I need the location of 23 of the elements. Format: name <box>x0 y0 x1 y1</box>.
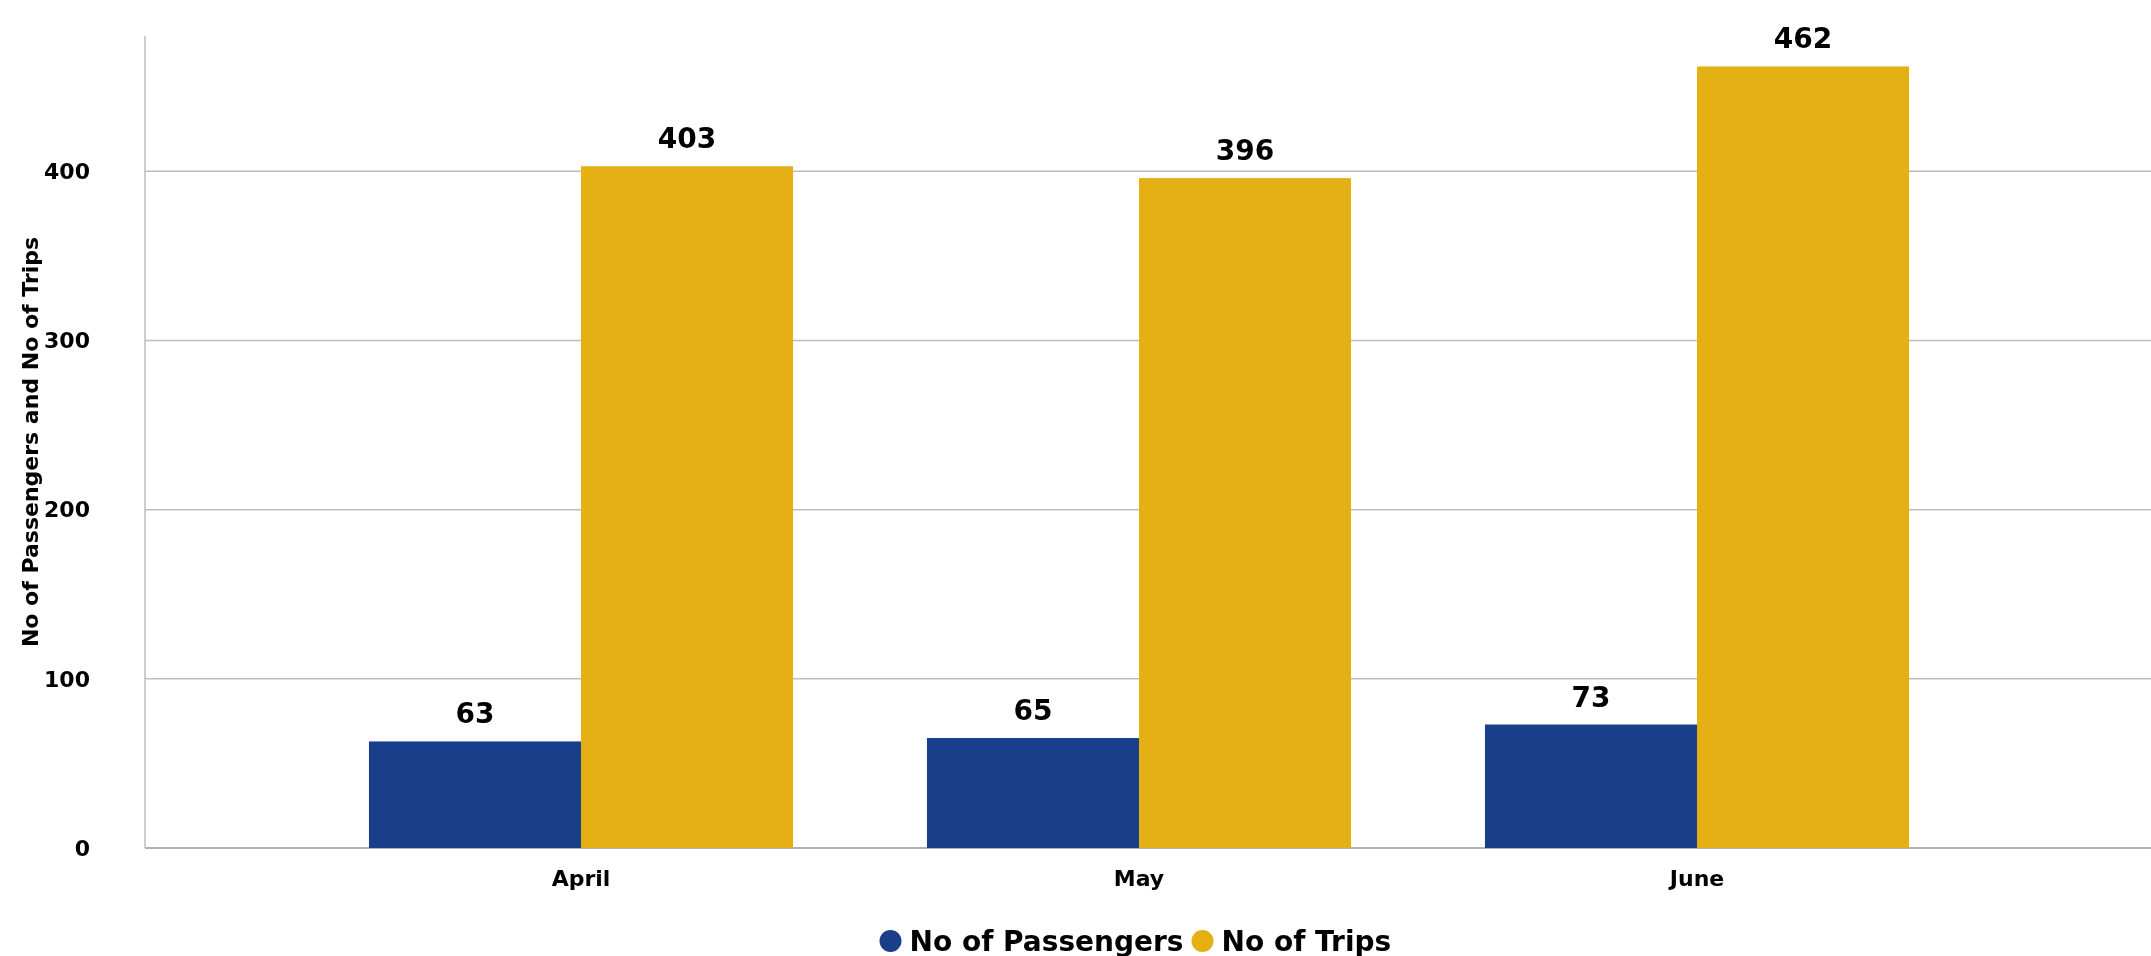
bar <box>1139 178 1352 848</box>
y-axis-title: No of Passengers and No of Trips <box>18 236 43 648</box>
x-tick-label: May <box>1113 866 1165 891</box>
y-tick-label: 200 <box>44 497 90 523</box>
x-tick-label: June <box>1667 866 1725 891</box>
y-tick-label: 300 <box>44 328 90 354</box>
bar <box>368 741 581 848</box>
data-label: 403 <box>657 122 717 156</box>
bar <box>926 738 1139 848</box>
y-tick-label: 400 <box>44 159 90 185</box>
data-label: 73 <box>1571 680 1611 714</box>
bar <box>1697 66 1910 848</box>
x-tick-label: April <box>551 866 611 891</box>
bar <box>581 166 794 848</box>
y-tick-label: 0 <box>74 835 90 861</box>
y-tick-label: 100 <box>44 666 90 692</box>
data-label: 462 <box>1773 22 1833 56</box>
data-label: 65 <box>1013 694 1053 728</box>
bar <box>1484 724 1697 848</box>
data-label: 396 <box>1215 134 1275 168</box>
legend-label: No of Passengers <box>909 924 1184 956</box>
legend-label: No of Trips <box>1221 924 1392 956</box>
data-label: 63 <box>455 697 495 731</box>
